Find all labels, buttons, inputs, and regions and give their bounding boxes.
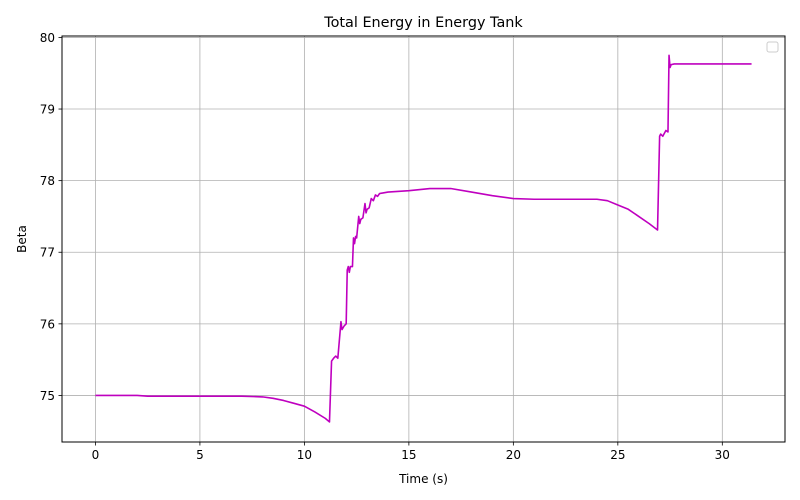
- plot-area-frame: [61, 35, 786, 443]
- series-line: [95, 54, 752, 423]
- chart-title: Total Energy in Energy Tank: [323, 15, 523, 31]
- axis-ticks: 0 5 10 15 20 25 30 75 76 77 78 79 80: [40, 31, 730, 462]
- x-tick-label: 5: [196, 448, 204, 462]
- x-tick-label: 10: [297, 448, 312, 462]
- x-tick-label: 25: [610, 448, 625, 462]
- y-tick-label: 78: [40, 174, 55, 188]
- y-tick-label: 80: [40, 31, 55, 45]
- x-tick-label: 30: [715, 448, 730, 462]
- y-tick-label: 75: [40, 389, 55, 403]
- y-tick-label: 77: [40, 246, 55, 260]
- x-axis-label: Time (s): [398, 472, 448, 486]
- legend-box: [766, 41, 779, 53]
- x-tick-label: 15: [401, 448, 416, 462]
- series-layer: [95, 54, 752, 423]
- x-tick-label: 0: [92, 448, 100, 462]
- y-axis-label: Beta: [15, 225, 29, 253]
- y-tick-label: 76: [40, 317, 55, 331]
- x-tick-label: 20: [506, 448, 521, 462]
- y-tick-label: 79: [40, 103, 55, 117]
- grid: [62, 36, 785, 442]
